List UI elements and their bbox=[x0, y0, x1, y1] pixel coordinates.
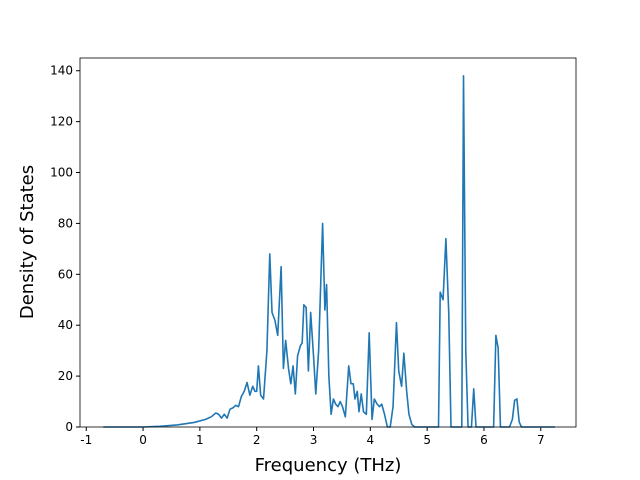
x-tick-label: 2 bbox=[253, 433, 261, 447]
y-tick-label: 80 bbox=[58, 216, 73, 230]
y-tick-label: 140 bbox=[50, 64, 73, 78]
x-tick-label: 7 bbox=[537, 433, 545, 447]
x-tick-label: 4 bbox=[367, 433, 375, 447]
plot-frame bbox=[79, 57, 577, 428]
x-tick-label: -1 bbox=[80, 433, 92, 447]
y-axis-label: Density of States bbox=[17, 165, 38, 319]
y-tick-label: 40 bbox=[58, 318, 73, 332]
x-tick-label: 3 bbox=[310, 433, 318, 447]
x-tick-label: 6 bbox=[480, 433, 488, 447]
x-axis-label: Frequency (THz) bbox=[255, 455, 402, 476]
y-tick-label: 0 bbox=[65, 420, 73, 434]
y-tick-label: 100 bbox=[50, 166, 73, 180]
x-tick-label: 5 bbox=[423, 433, 431, 447]
y-tick-label: 120 bbox=[50, 115, 73, 129]
data-line bbox=[103, 75, 555, 428]
y-tick-label: 60 bbox=[58, 267, 73, 281]
y-tick-label: 20 bbox=[58, 369, 73, 383]
x-tick-label: 0 bbox=[139, 433, 147, 447]
x-tick-label: 1 bbox=[196, 433, 204, 447]
